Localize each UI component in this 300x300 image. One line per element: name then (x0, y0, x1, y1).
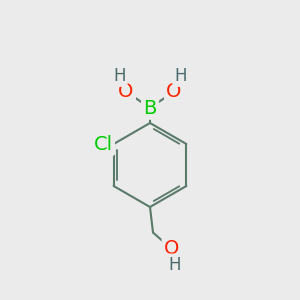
Text: H: H (174, 67, 187, 85)
Text: B: B (143, 98, 157, 118)
Text: Cl: Cl (94, 134, 113, 154)
Text: H: H (168, 256, 181, 274)
Text: O: O (118, 82, 134, 101)
Text: O: O (166, 82, 182, 101)
Text: H: H (113, 67, 126, 85)
Text: O: O (164, 239, 179, 259)
